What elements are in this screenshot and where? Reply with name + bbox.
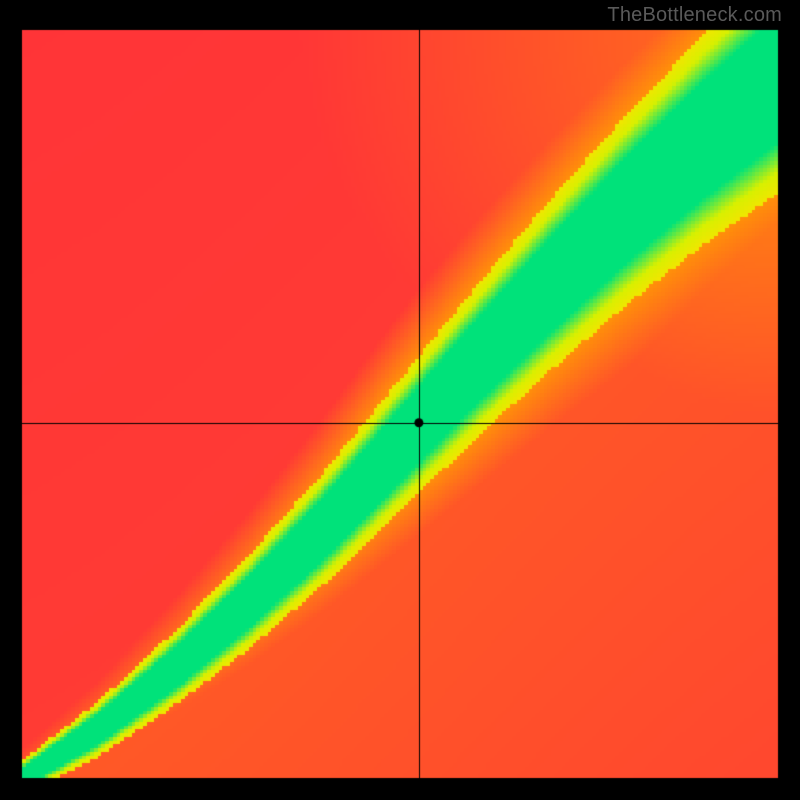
watermark-text: TheBottleneck.com — [607, 4, 782, 27]
chart-frame: TheBottleneck.com — [0, 0, 800, 800]
bottleneck-heatmap — [0, 0, 800, 800]
